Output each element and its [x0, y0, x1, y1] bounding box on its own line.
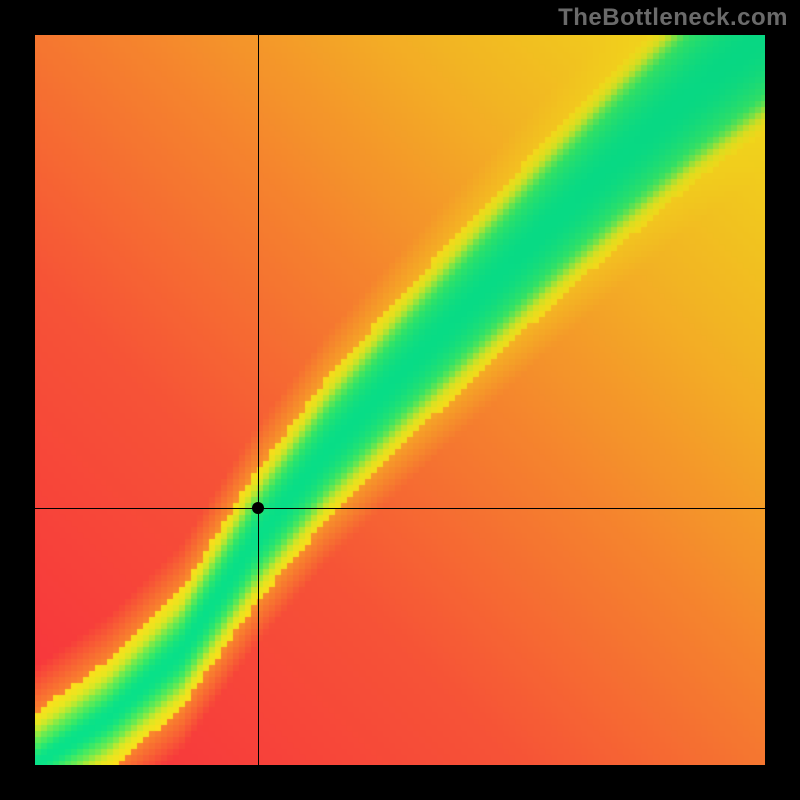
crosshair-horizontal — [35, 508, 765, 509]
crosshair-marker — [252, 502, 264, 514]
heatmap-canvas — [35, 35, 765, 765]
watermark-text: TheBottleneck.com — [558, 4, 788, 32]
chart-container: TheBottleneck.com — [0, 0, 800, 800]
heatmap-plot — [35, 35, 765, 765]
crosshair-vertical — [258, 35, 259, 765]
